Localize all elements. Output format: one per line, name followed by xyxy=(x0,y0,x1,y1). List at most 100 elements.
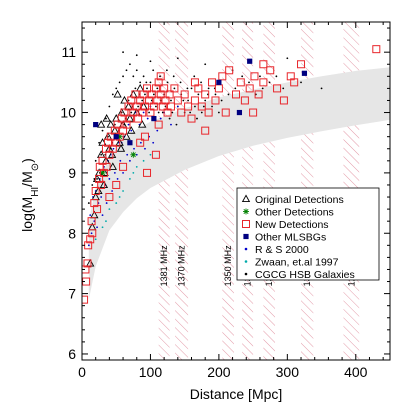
data-point xyxy=(131,90,140,99)
data-point xyxy=(216,79,222,85)
series-other-mlsbgs xyxy=(93,58,308,146)
data-point xyxy=(218,72,227,81)
data-point xyxy=(190,87,193,90)
data-point xyxy=(180,90,189,99)
legend-label: CGCG HSB Galaxies xyxy=(255,269,355,281)
y-axis: 6 7 8 9 10 11 xyxy=(60,27,390,362)
data-point xyxy=(168,117,171,120)
data-point xyxy=(98,141,101,144)
data-point xyxy=(135,165,138,168)
data-point xyxy=(136,83,145,92)
data-point xyxy=(155,105,157,108)
data-point xyxy=(102,162,111,171)
data-point xyxy=(118,81,121,84)
data-point xyxy=(151,115,157,122)
y-tick-label: 7 xyxy=(68,286,76,302)
x-tick-label: 400 xyxy=(344,364,368,380)
data-point xyxy=(268,81,271,84)
data-point xyxy=(139,141,142,144)
data-point xyxy=(98,156,107,165)
data-point xyxy=(225,66,234,75)
data-point xyxy=(135,54,138,57)
data-point xyxy=(96,226,98,229)
data-point xyxy=(182,99,185,102)
data-point xyxy=(120,95,129,104)
data-point xyxy=(112,180,121,189)
data-point xyxy=(156,129,159,132)
data-point xyxy=(173,96,182,105)
data-point xyxy=(273,84,282,93)
data-point xyxy=(245,84,254,93)
data-point xyxy=(156,87,159,90)
data-point xyxy=(189,111,192,114)
legend-label: Other MLSBGs xyxy=(255,232,326,244)
data-point xyxy=(259,78,268,87)
legend-marker xyxy=(244,260,248,263)
data-point xyxy=(137,105,140,108)
data-point xyxy=(184,102,193,111)
data-point xyxy=(113,89,122,98)
data-point xyxy=(144,147,146,150)
data-point xyxy=(93,122,99,128)
y-tick-label: 9 xyxy=(68,165,76,181)
data-point xyxy=(82,295,89,304)
data-point xyxy=(236,78,245,87)
data-point xyxy=(130,151,137,158)
y-axis-title: log(MHI/M⊙) xyxy=(19,158,41,232)
data-point xyxy=(170,123,172,126)
data-point xyxy=(149,153,152,156)
data-point xyxy=(232,90,240,99)
data-point xyxy=(146,117,149,120)
data-point xyxy=(115,202,118,204)
data-point xyxy=(136,138,145,147)
data-point xyxy=(102,114,111,122)
data-point xyxy=(108,208,111,211)
y-tick-label: 11 xyxy=(61,44,76,60)
data-point xyxy=(104,138,113,147)
data-point xyxy=(94,159,97,162)
data-point xyxy=(297,60,306,69)
data-points xyxy=(82,45,381,304)
data-point xyxy=(154,78,163,87)
legend-box xyxy=(236,187,380,281)
data-point xyxy=(190,78,199,87)
data-point xyxy=(105,202,108,204)
data-point xyxy=(165,90,174,99)
data-point xyxy=(105,193,114,202)
data-point xyxy=(141,99,144,102)
data-point xyxy=(211,105,213,108)
data-point xyxy=(142,111,145,114)
data-point xyxy=(122,171,124,174)
data-point xyxy=(261,87,264,90)
data-point xyxy=(221,108,230,117)
legend-marker xyxy=(241,194,251,203)
data-point xyxy=(179,81,182,84)
data-point xyxy=(140,132,149,141)
data-point xyxy=(87,202,90,204)
x-tick-label: 100 xyxy=(139,364,163,380)
data-point xyxy=(249,108,258,117)
data-point xyxy=(113,171,116,174)
data-point xyxy=(99,168,108,177)
data-point xyxy=(108,178,111,180)
detection-limit-band xyxy=(88,67,390,300)
data-point xyxy=(176,105,179,108)
data-point xyxy=(149,81,152,84)
data-point xyxy=(202,105,205,108)
x-tick-label: 300 xyxy=(276,364,300,380)
data-point xyxy=(149,60,152,63)
data-point xyxy=(90,199,99,208)
data-point xyxy=(116,178,119,180)
data-point xyxy=(290,78,299,87)
frequency-band xyxy=(222,22,234,360)
data-point xyxy=(111,93,114,96)
data-point xyxy=(100,196,103,198)
data-point xyxy=(286,57,289,60)
data-point xyxy=(99,180,109,189)
x-tick-label: 0 xyxy=(78,364,86,380)
data-point xyxy=(130,111,133,114)
data-point xyxy=(204,99,207,102)
data-point xyxy=(207,87,210,90)
data-point xyxy=(122,51,124,54)
band-label: 1350 MHz xyxy=(223,245,233,287)
